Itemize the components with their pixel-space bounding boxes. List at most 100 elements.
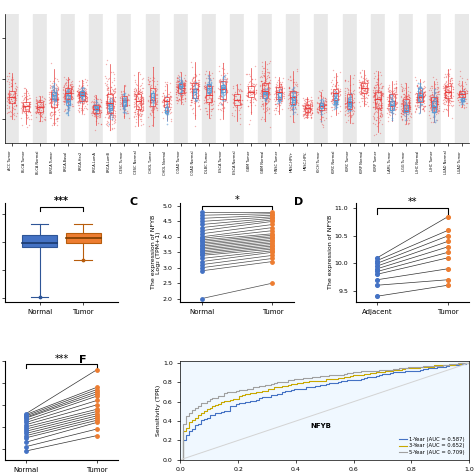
Point [121,100,128,108]
Point [258,81,266,89]
Point [4,97,12,104]
Point [370,95,377,103]
Point [390,89,398,97]
Point [33,96,40,104]
Point [444,87,451,94]
Point [376,93,383,100]
Point [370,91,377,99]
Point [64,78,72,86]
5-Year (AUC = 0.709) [177,457,183,463]
Point [274,91,282,99]
Point [252,89,259,97]
Point [144,73,152,80]
Point [271,73,278,81]
Point [448,82,456,90]
Point [189,104,196,112]
Point [95,106,103,113]
Point [411,101,419,109]
Point [263,90,270,97]
Point [88,109,96,117]
Point [146,91,154,99]
Point [413,95,421,102]
Point [65,92,73,100]
Point [377,109,384,117]
Point [204,78,212,86]
Point [321,97,328,105]
Point [79,91,87,98]
Point [83,93,91,101]
Point [418,94,426,101]
Point [328,113,335,120]
Point [161,98,169,105]
Point [53,117,60,124]
Point [330,97,338,105]
Point [456,91,463,98]
Point [26,100,34,108]
Point [300,105,308,112]
Point [151,74,158,82]
Point [289,94,296,102]
Point [146,80,153,88]
Point [415,85,423,92]
Point [386,93,394,100]
Point [379,110,386,118]
Point [365,89,372,96]
Point [161,82,168,90]
Point [446,95,453,103]
Point [374,86,382,94]
Point [105,108,113,115]
Point [384,97,392,104]
Point [61,99,69,106]
Point [447,82,455,89]
Point [179,80,187,87]
Point [119,105,127,112]
Point [433,88,440,96]
Point [190,88,197,95]
Point [8,92,16,100]
Point [365,78,372,86]
Point [331,91,338,98]
Point [51,88,59,96]
Point [139,120,146,128]
Point [421,90,428,97]
Point [38,100,46,108]
Point [333,91,341,98]
Point [104,98,111,106]
Point [18,99,26,107]
Point [300,110,308,118]
Point [276,100,283,108]
Point [329,89,337,97]
Point [301,110,309,118]
Point [319,103,327,111]
Point [417,100,424,108]
Point [202,92,210,100]
Point [372,83,379,91]
Point [51,95,58,103]
Point [102,74,110,82]
Point [347,112,355,119]
Point [444,86,452,94]
Point [389,109,397,117]
Point [319,102,326,110]
Point [104,89,112,96]
Point [246,98,254,106]
Point [49,92,57,100]
Point [341,100,348,108]
Point [173,73,181,81]
Point [124,96,131,103]
Point [363,78,371,85]
Point [302,98,310,106]
Point [22,111,29,119]
Point [259,72,267,79]
Point [272,80,279,88]
Point [220,84,228,92]
Point [427,105,435,113]
Point [334,89,342,97]
Point [276,95,283,103]
Point [314,95,322,102]
Point [93,106,101,114]
Point [219,100,226,108]
Point [121,105,129,112]
Point [384,102,392,110]
Point [333,103,340,110]
